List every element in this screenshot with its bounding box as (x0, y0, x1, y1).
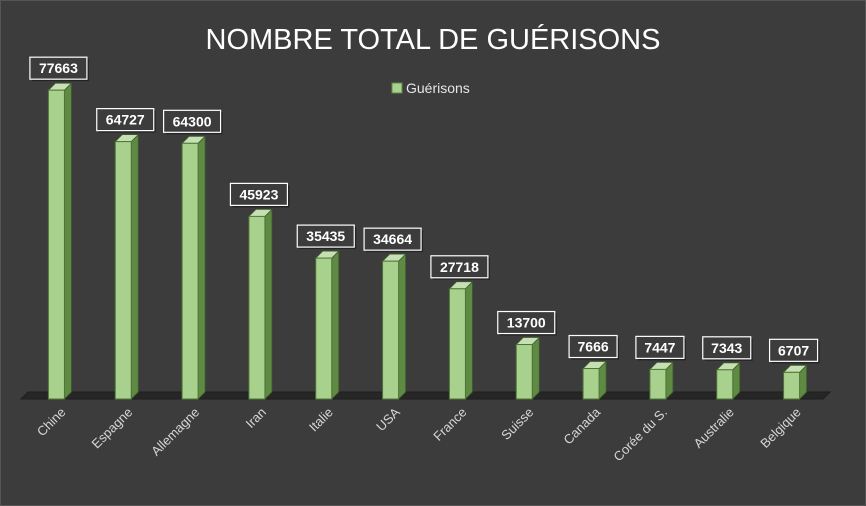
bar-front (582, 368, 600, 400)
data-label-text: 45923 (239, 186, 278, 202)
data-label-box (96, 108, 155, 132)
data-label-box (635, 335, 685, 359)
x-tick-label: Suisse (498, 405, 536, 443)
bar-front (248, 215, 266, 400)
data-label-text: 13700 (507, 315, 546, 331)
bar-front (382, 260, 400, 400)
data-label-1: 77663 (29, 56, 89, 82)
bar-10 (648, 361, 674, 400)
bar-4 (247, 208, 273, 400)
bar-side (531, 336, 540, 400)
data-label-11: 7343 (702, 336, 753, 361)
data-label-4: 45923 (229, 182, 290, 208)
data-label-6: 34664 (363, 227, 424, 253)
data-label-box (296, 224, 355, 248)
data-label-text: 7343 (711, 340, 742, 356)
x-tick-label: Iran (243, 405, 269, 431)
data-label-12: 6707 (768, 338, 820, 364)
data-label-text: 34664 (373, 231, 412, 247)
bar-front (47, 89, 65, 400)
bar-side (264, 208, 273, 400)
data-label-text: 35435 (306, 228, 345, 244)
data-label-2: 64727 (96, 108, 156, 133)
data-label-box (702, 336, 752, 360)
data-label-8: 13700 (497, 310, 557, 336)
data-label-box (768, 338, 819, 362)
bar-front (448, 288, 466, 400)
bar-front (783, 371, 801, 400)
data-label-3: 64300 (162, 109, 223, 135)
data-label-box (568, 334, 618, 359)
data-label-9: 7666 (568, 334, 620, 360)
data-label-7: 27718 (430, 255, 490, 280)
data-label-5: 35435 (296, 224, 357, 250)
x-tick-label: Corée du S. (610, 405, 670, 465)
plot-area: 77663 Chine 64727 Espagne 64300 Allemagne 4592… (19, 56, 832, 465)
data-label-text: 27718 (440, 259, 479, 275)
x-tick-label: Belgique (757, 405, 803, 451)
bar-front (716, 369, 734, 400)
bar-front (649, 368, 667, 400)
data-label-box (29, 56, 88, 80)
data-label-text: 64727 (106, 112, 145, 128)
bar-12 (782, 364, 808, 400)
bar-6 (381, 253, 407, 400)
x-tick-label: Chine (34, 405, 69, 440)
data-label-text: 7447 (644, 339, 675, 355)
chart-title: NOMBRE TOTAL DE GUÉRISONS (206, 23, 661, 56)
bar-front (114, 141, 132, 400)
data-label-box (497, 310, 556, 335)
data-label-text: 6707 (778, 342, 809, 358)
bar-9 (582, 360, 608, 400)
data-label-text: 7666 (578, 339, 609, 355)
bar-side (398, 253, 406, 400)
data-label-box (430, 255, 489, 279)
data-label-box (363, 227, 422, 251)
bar-side (130, 133, 139, 400)
data-label-box (162, 109, 222, 133)
bar-front (515, 344, 533, 400)
bar-side (465, 280, 473, 400)
bar-2 (114, 133, 140, 400)
legend: Guérisons (391, 80, 470, 96)
data-label-text: 77663 (39, 60, 78, 76)
x-tick-label: USA (373, 404, 403, 434)
data-label-box (229, 182, 289, 206)
bar-side (197, 135, 206, 400)
bar-1 (47, 82, 73, 400)
bar-side (331, 250, 340, 400)
x-tick-label: Italie (306, 405, 336, 435)
x-tick-label: Australie (691, 405, 737, 451)
chart-floor (19, 391, 832, 400)
data-label-text: 64300 (173, 113, 212, 129)
legend-swatch (391, 82, 403, 94)
bar-side (64, 82, 72, 400)
bar-7 (448, 280, 474, 400)
data-label-10: 7447 (635, 335, 686, 361)
bar-8 (515, 336, 541, 400)
bar-11 (715, 361, 741, 400)
x-tick-label: Canada (560, 404, 603, 447)
bar-3 (181, 135, 207, 400)
bar-front (181, 142, 199, 400)
legend-label: Guérisons (406, 80, 470, 96)
x-tick-label: France (430, 405, 469, 444)
bar-5 (314, 250, 340, 400)
x-tick-label: Allemagne (148, 405, 202, 459)
bar-front (315, 257, 333, 400)
x-tick-label: Espagne (88, 405, 135, 452)
